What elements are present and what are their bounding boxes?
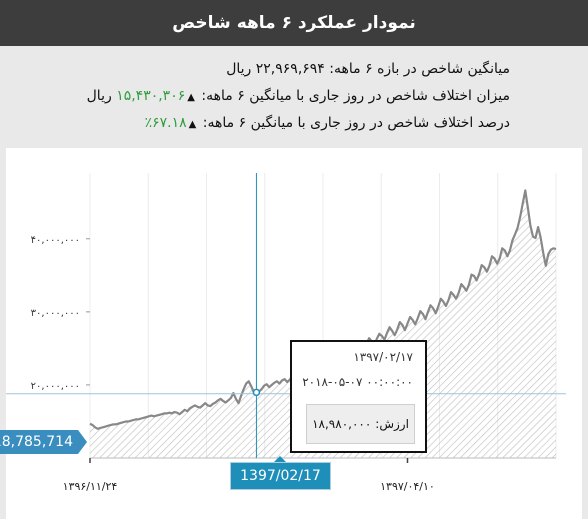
diff-label: میزان اختلاف شاخص در روز جاری با میانگین… bbox=[201, 88, 510, 104]
crosshair-x-label: 1397/02/17 bbox=[230, 462, 331, 490]
chart-header: نمودار عملکرد ۶ ماهه شاخص bbox=[0, 0, 588, 46]
avg-label: میانگین شاخص در بازه ۶ ماهه: bbox=[329, 61, 510, 77]
diff-value: ۱۵,۴۳۰,۳۰۶ bbox=[116, 88, 186, 104]
pct-label: درصد اختلاف شاخص در روز جاری با میانگین … bbox=[202, 115, 510, 131]
tooltip-date-jalali: ۱۳۹۷/۰۲/۱۷ bbox=[353, 350, 413, 364]
tooltip-value: ۱۸,۹۸۰,۰۰۰ bbox=[312, 417, 372, 431]
tooltip-value-label: ارزش: bbox=[375, 417, 409, 431]
chart-tooltip: ۱۳۹۷/۰۲/۱۷ ۲۰۱۸-۰۵-۰۷ ۰۰:۰۰:۰۰ ارزش: ۱۸,… bbox=[290, 340, 427, 453]
stats-panel: میانگین شاخص در بازه ۶ ماهه: ۲۲,۹۶۹,۶۹۴ … bbox=[0, 56, 588, 137]
crosshair-y-label: 18,785,714 bbox=[0, 430, 78, 454]
stat-average: میانگین شاخص در بازه ۶ ماهه: ۲۲,۹۶۹,۶۹۴ … bbox=[0, 56, 588, 83]
y-tick-label: ۳۰,۰۰۰,۰۰۰ bbox=[31, 308, 80, 319]
tooltip-date-gregorian: ۲۰۱۸-۰۵-۰۷ ۰۰:۰۰:۰۰ bbox=[302, 375, 413, 389]
diff-unit: ریال bbox=[86, 88, 112, 104]
x-tick-label: ۱۳۹۶/۱۱/۲۴ bbox=[63, 480, 118, 493]
chart-area[interactable]: ۲۰,۰۰۰,۰۰۰ ۳۰,۰۰۰,۰۰۰ ۴۰,۰۰۰,۰۰۰ ۱۳۹۶/۱۱/۲۴… bbox=[6, 148, 582, 519]
crosshair-y-label-arrow bbox=[78, 430, 87, 454]
y-tick-label: ۴۰,۰۰۰,۰۰۰ bbox=[31, 235, 80, 246]
x-tick-label: ۱۳۹۷/۰۴/۱۰ bbox=[380, 480, 435, 493]
hover-point bbox=[252, 388, 261, 397]
stat-difference: میزان اختلاف شاخص در روز جاری با میانگین… bbox=[0, 83, 588, 110]
tooltip-value-box: ارزش: ۱۸,۹۸۰,۰۰۰ bbox=[306, 404, 415, 444]
up-triangle-icon: ▲ bbox=[187, 92, 195, 103]
crosshair-x-label-arrow bbox=[274, 456, 286, 462]
pct-value: ۶۷.۱۸٪ bbox=[144, 115, 187, 131]
up-triangle-icon: ▲ bbox=[188, 119, 197, 130]
avg-unit: ریال bbox=[226, 61, 252, 77]
avg-value: ۲۲,۹۶۹,۶۹۴ bbox=[255, 61, 325, 77]
series-area bbox=[90, 190, 556, 458]
y-tick-label: ۲۰,۰۰۰,۰۰۰ bbox=[31, 381, 80, 392]
stat-percent: درصد اختلاف شاخص در روز جاری با میانگین … bbox=[0, 110, 588, 137]
page-title: نمودار عملکرد ۶ ماهه شاخص bbox=[172, 13, 416, 33]
